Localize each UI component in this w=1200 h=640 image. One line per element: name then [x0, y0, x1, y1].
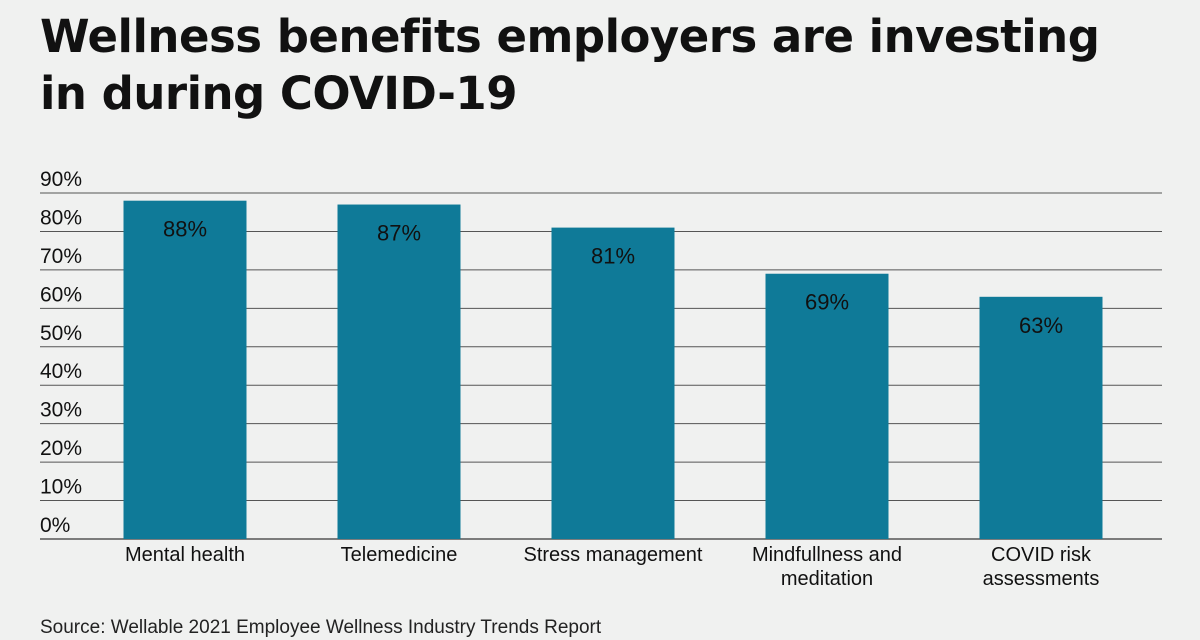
category-label: Mindfullness and — [752, 544, 902, 566]
category-label: meditation — [781, 568, 873, 590]
y-tick-label: 40% — [40, 360, 82, 383]
y-tick-label: 0% — [40, 514, 70, 537]
y-tick-label: 50% — [40, 322, 82, 345]
category-label: Telemedicine — [341, 544, 458, 566]
y-tick-label: 30% — [40, 399, 82, 422]
source-note: Source: Wellable 2021 Employee Wellness … — [40, 617, 602, 638]
bar — [765, 273, 889, 539]
bar — [551, 227, 675, 539]
category-label: assessments — [983, 568, 1100, 590]
bar — [123, 200, 247, 539]
bar-value-label: 87% — [377, 221, 421, 246]
y-tick-label: 70% — [40, 245, 82, 268]
y-tick-label: 80% — [40, 206, 82, 229]
y-tick-label: 10% — [40, 476, 82, 499]
bar-value-label: 81% — [591, 244, 635, 269]
bar-value-label: 69% — [805, 290, 849, 315]
category-label: Mental health — [125, 544, 245, 566]
category-label: COVID risk — [991, 544, 1092, 566]
y-tick-label: 90% — [40, 168, 82, 191]
bar — [337, 204, 461, 540]
category-label: Stress management — [524, 544, 703, 566]
bar — [979, 296, 1103, 539]
y-tick-label: 60% — [40, 283, 82, 306]
chart-title: Wellness benefits employers are investin… — [40, 10, 1100, 120]
bar-value-label: 88% — [163, 217, 207, 242]
y-tick-label: 20% — [40, 437, 82, 460]
bar-value-label: 63% — [1019, 313, 1063, 338]
